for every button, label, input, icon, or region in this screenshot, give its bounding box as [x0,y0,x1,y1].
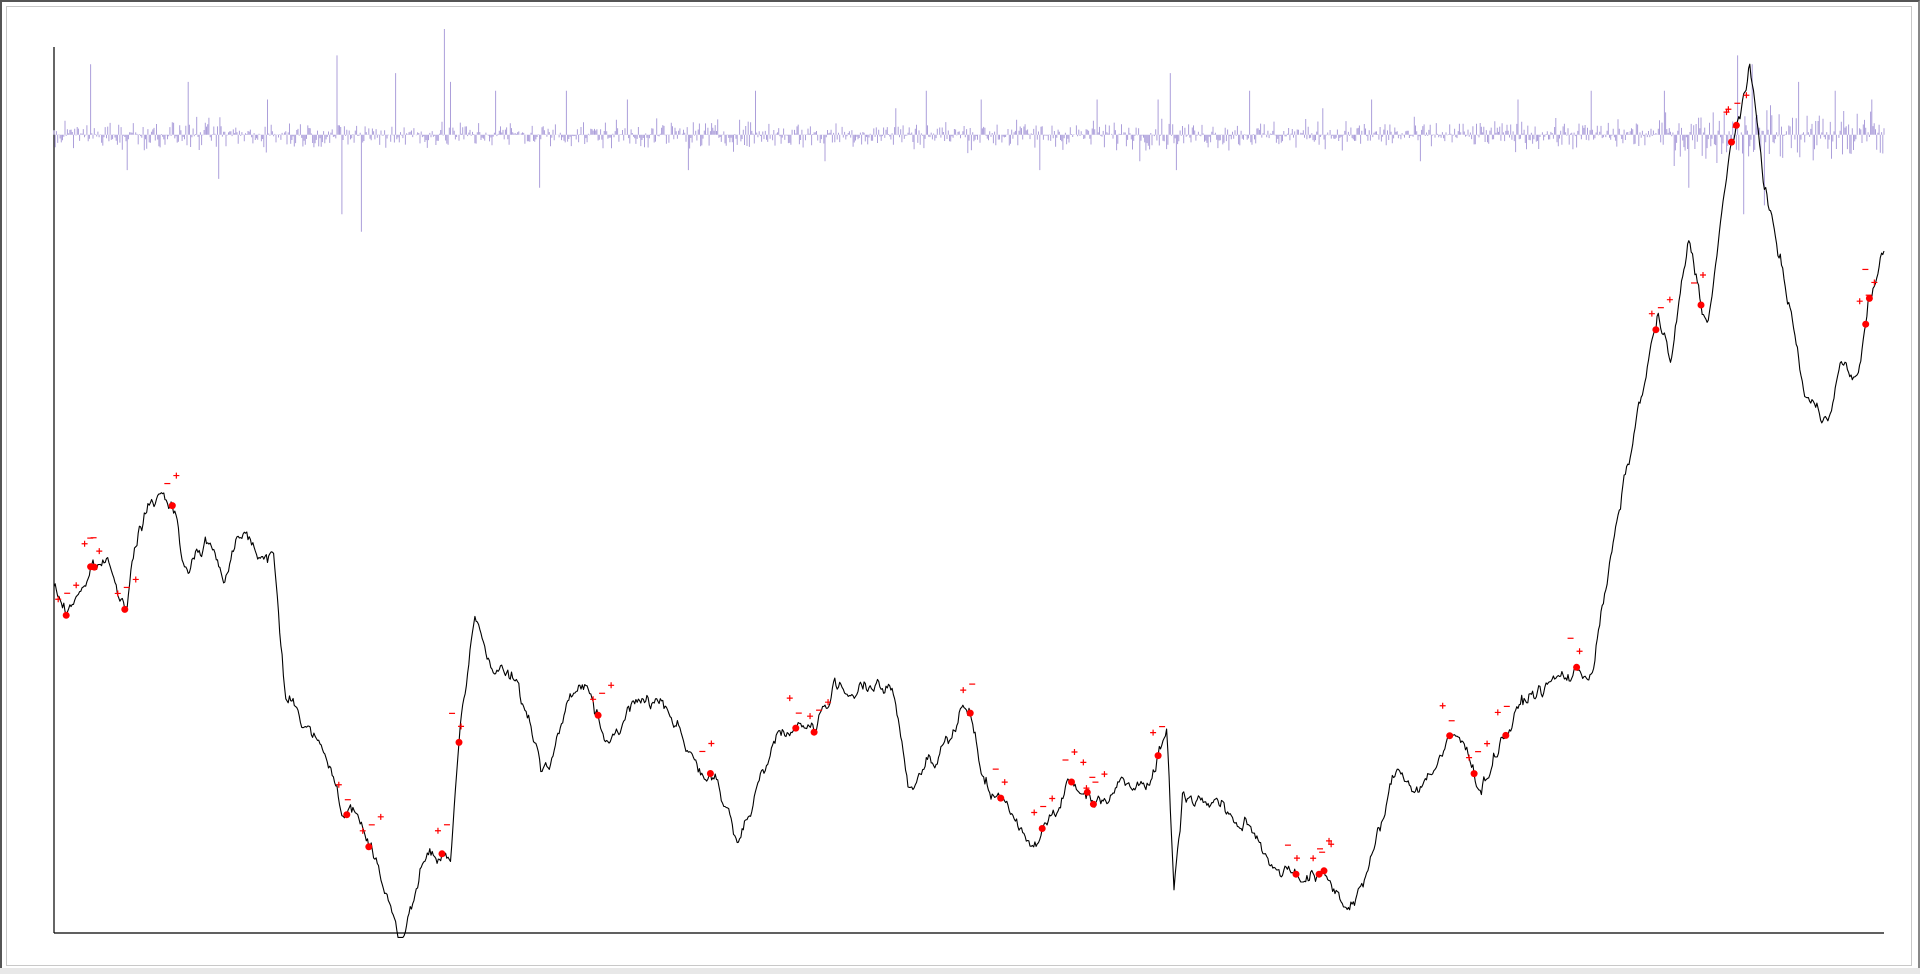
returns-series [53,29,1885,232]
signal-dot [438,850,446,858]
signal-dot [1083,788,1091,796]
plus-sign [1725,106,1732,113]
signal-dot [1502,731,1510,739]
chart-panel [6,6,1912,966]
plus-sign [1666,296,1673,303]
signal-dot [810,728,818,736]
signal-dot [62,611,70,619]
plus-sign [1648,310,1655,317]
plus-sign [608,682,615,689]
plus-sign [81,540,88,547]
plus-sign [1576,648,1583,655]
signal-dot [1068,778,1075,786]
plus-sign [1494,709,1501,716]
signal-dot [792,724,800,732]
plus-sign [807,713,814,720]
plus-sign [1328,841,1335,848]
signal-markers [55,92,1878,878]
plus-sign [173,472,180,479]
plus-sign [1871,279,1878,286]
signal-dot [1862,320,1870,328]
signal-dot [1865,294,1873,302]
plus-sign [73,582,80,589]
returns-line [53,29,1885,232]
plus-sign [1083,785,1090,792]
signal-dot [1292,870,1300,878]
price-line [53,63,1885,938]
plus-sign [1484,740,1491,747]
signal-dot [1732,121,1740,129]
plus-sign [1001,779,1008,786]
plus-sign [786,695,793,702]
plus-sign [1080,759,1087,766]
signal-dot [90,563,98,571]
plus-sign [1466,754,1473,761]
signal-dot [121,605,129,613]
signal-dot [1573,663,1581,671]
plus-sign [1743,92,1750,99]
signal-dot [997,794,1005,802]
plus-sign [1150,729,1157,736]
axes [53,47,1884,934]
plus-sign [1439,702,1446,709]
plus-sign [359,827,366,834]
plus-sign [1326,837,1333,844]
signal-dot [1154,752,1162,760]
plus-sign [1049,795,1056,802]
signal-dot [1728,138,1735,146]
plus-sign [1856,298,1863,305]
plus-sign [434,827,441,834]
bottom-strip [0,968,1920,974]
signal-dot [1320,867,1328,875]
plus-sign [132,576,139,583]
plus-sign [1071,749,1078,756]
signal-dot [594,711,602,719]
signal-dot [1038,825,1046,832]
signal-dot [966,709,974,717]
plus-sign [1700,271,1706,278]
plus-sign [458,723,465,730]
plus-sign [114,590,121,597]
plus-sign [96,548,103,555]
signal-dot [168,502,176,510]
signal-dot [1652,326,1660,334]
signal-dot [455,738,463,746]
signal-dot [1446,732,1454,740]
signal-dot [706,770,714,777]
plus-sign [1031,809,1038,816]
signal-dot [1089,800,1097,808]
signal-dot [365,843,373,851]
plus-sign [590,696,597,703]
price-chart [53,29,1885,938]
plus-sign [55,596,62,603]
signal-dot [1697,301,1705,309]
price-series [53,63,1885,938]
plus-sign [825,699,832,706]
signal-dot [1315,870,1323,878]
plus-sign [1310,855,1317,862]
signal-dot [343,811,351,819]
plus-sign [1101,771,1108,778]
signal-dot [1470,770,1478,778]
plus-sign [960,687,967,694]
plus-sign [1293,855,1300,862]
plus-sign [335,781,342,788]
plus-sign [708,740,715,747]
plus-sign [377,813,384,820]
